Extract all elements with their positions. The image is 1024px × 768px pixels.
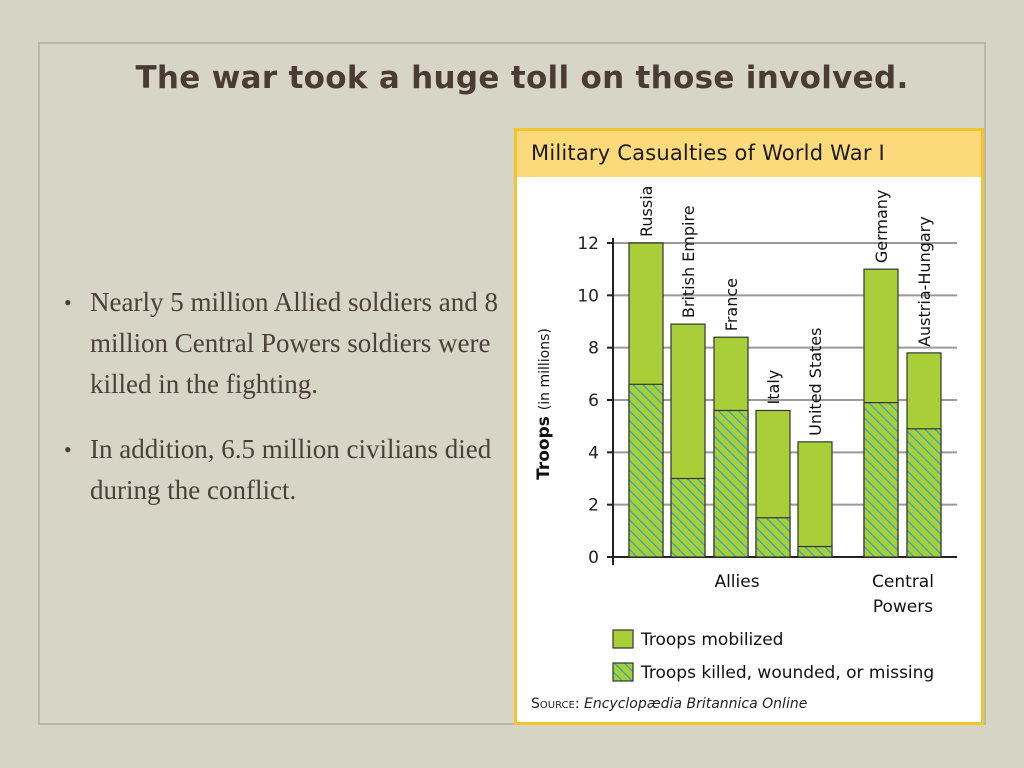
bar-mobilized bbox=[797, 441, 833, 558]
bullet-text: Nearly 5 million Allied soldiers and 8 m… bbox=[90, 287, 498, 399]
bullet-item: • Nearly 5 million Allied soldiers and 8… bbox=[60, 282, 510, 405]
y-tick-label: 0 bbox=[588, 548, 599, 568]
y-tick-label: 2 bbox=[588, 496, 599, 516]
y-tick-label: 8 bbox=[588, 339, 599, 359]
slide-title: The war took a huge toll on those involv… bbox=[135, 60, 909, 96]
legend-swatch-casualties bbox=[612, 662, 634, 682]
group-label: Central Powers bbox=[872, 572, 934, 617]
chart-header: Military Casualties of World War I bbox=[517, 131, 981, 177]
bar-casualties bbox=[755, 517, 791, 558]
bar-casualties bbox=[670, 477, 706, 558]
bar-casualties bbox=[713, 409, 749, 558]
bullet-item: • In addition, 6.5 million civilians die… bbox=[60, 429, 510, 511]
legend-swatch-mobilized bbox=[612, 629, 634, 649]
y-tick-label: 4 bbox=[588, 443, 599, 463]
legend-label: Troops mobilized bbox=[640, 630, 783, 650]
chart-source: Source: Encyclopædia Britannica Online bbox=[531, 696, 807, 712]
category-label: British Empire bbox=[679, 205, 698, 318]
y-axis-label: Troops (in millions) bbox=[534, 328, 554, 480]
category-label: Russia bbox=[637, 186, 656, 237]
bullet-list: • Nearly 5 million Allied soldiers and 8… bbox=[60, 282, 510, 535]
group-label: Allies bbox=[714, 572, 759, 592]
y-tick-label: 10 bbox=[577, 286, 599, 306]
chart-title: Military Casualties of World War I bbox=[531, 141, 885, 165]
category-label: Austria-Hungary bbox=[915, 216, 934, 347]
bar-casualties bbox=[628, 383, 664, 558]
category-label: Germany bbox=[872, 190, 891, 264]
bar-casualties bbox=[863, 402, 899, 558]
chart-panel: Military Casualties of World War I 0 2 4 6 8… bbox=[514, 128, 984, 725]
casualties-chart: 0 2 4 6 8 10 12 Troops (in millions) Russia Briti… bbox=[534, 186, 957, 683]
y-tick-label: 12 bbox=[577, 234, 599, 254]
category-label: Italy bbox=[764, 370, 783, 405]
bullet-dot-icon: • bbox=[64, 437, 72, 462]
bar-casualties bbox=[797, 545, 833, 558]
bullet-text: In addition, 6.5 million civilians died … bbox=[90, 434, 492, 505]
source-text: Encyclopædia Britannica Online bbox=[584, 696, 808, 712]
bullet-dot-icon: • bbox=[64, 290, 72, 315]
legend-label: Troops killed, wounded, or missing bbox=[640, 663, 934, 683]
y-tick-label: 6 bbox=[588, 391, 599, 411]
category-label: United States bbox=[806, 328, 825, 436]
category-label: France bbox=[722, 278, 741, 331]
bar-casualties bbox=[906, 428, 942, 558]
source-label: Source: bbox=[531, 696, 580, 712]
